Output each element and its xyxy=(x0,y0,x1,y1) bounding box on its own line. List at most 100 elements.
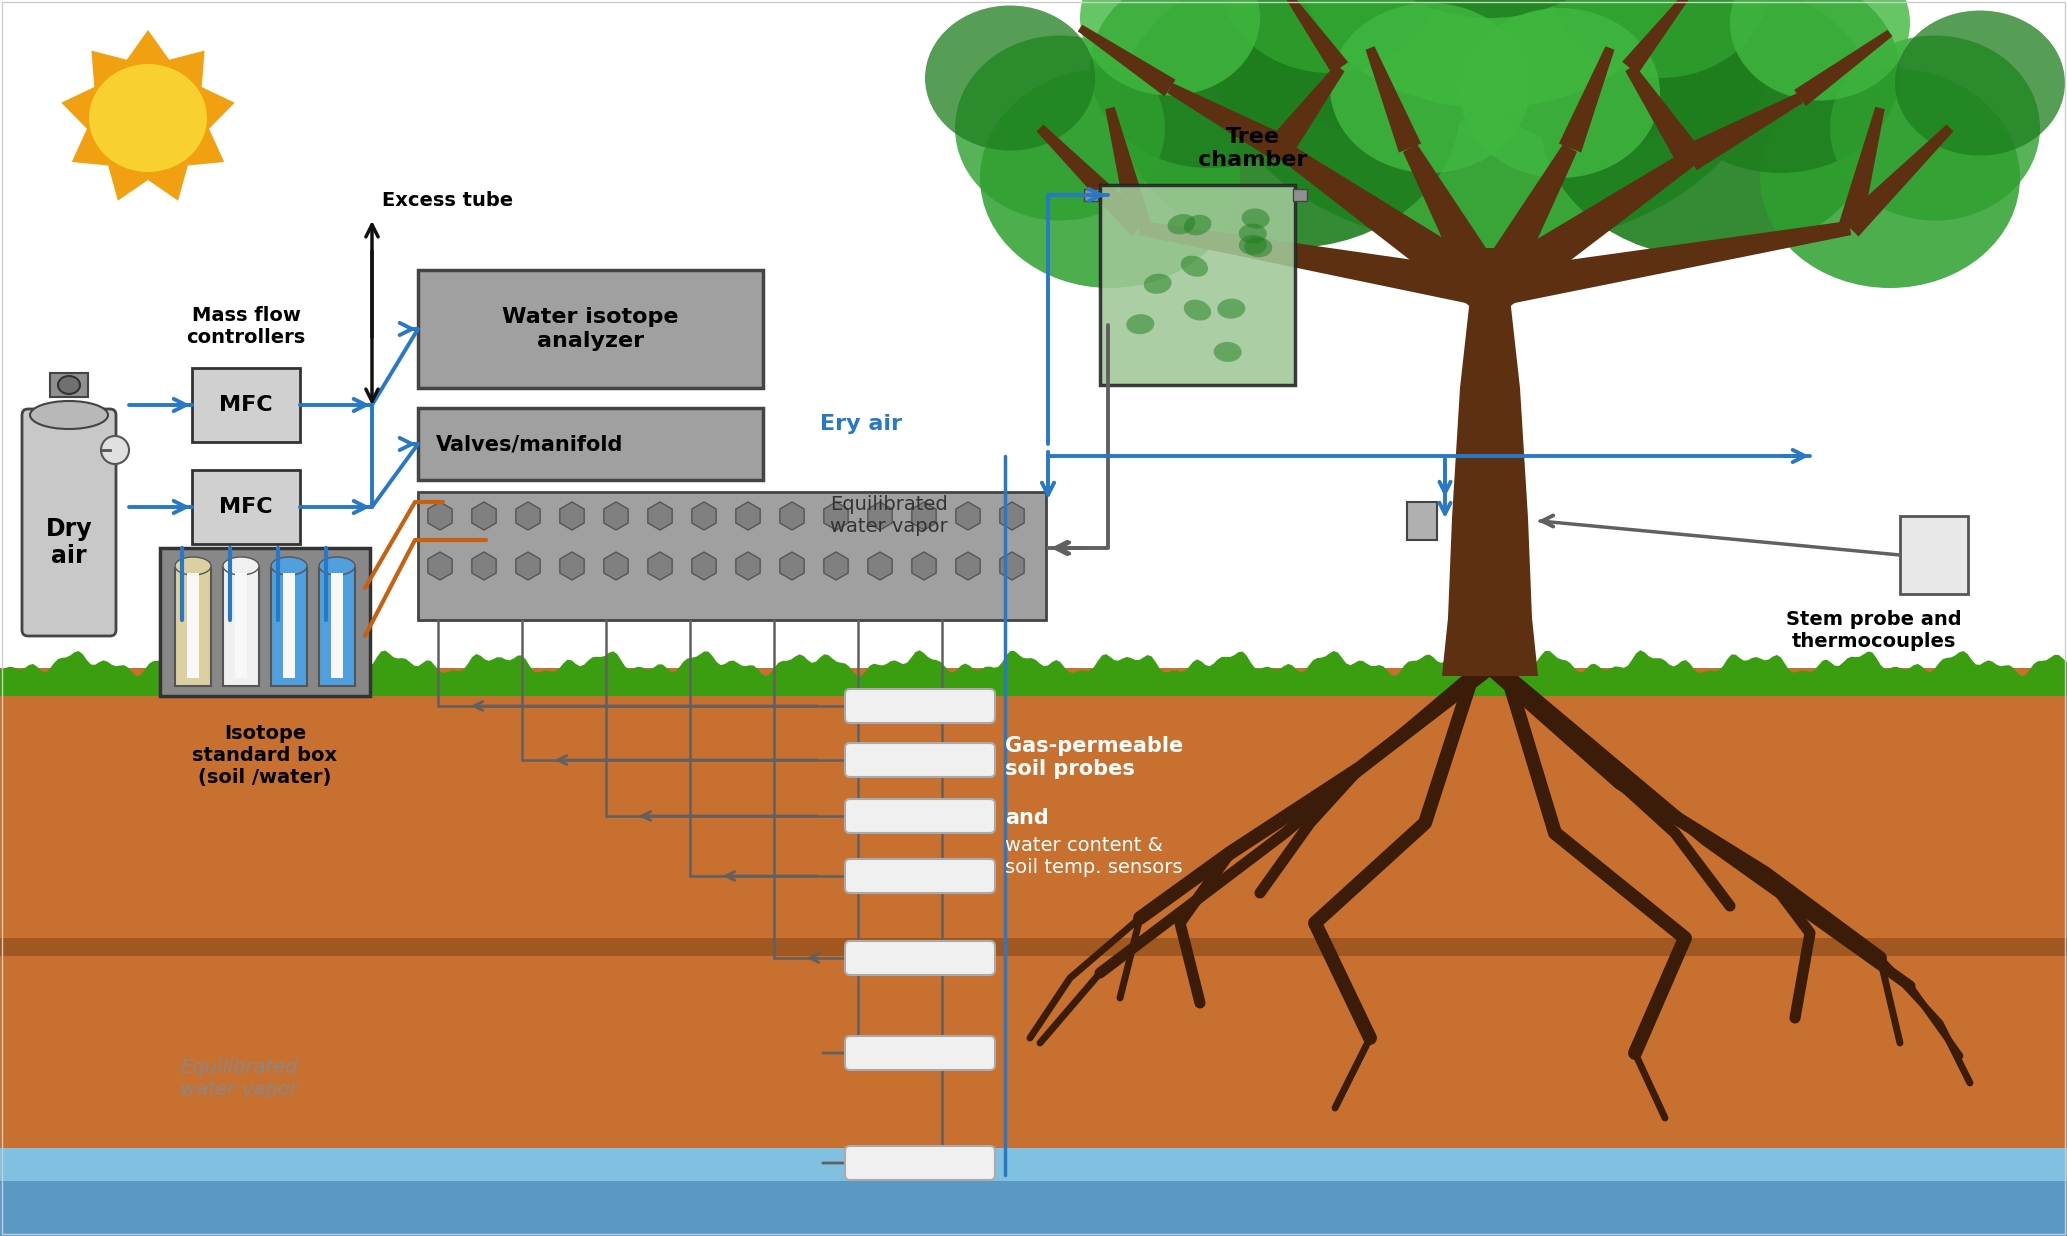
Ellipse shape xyxy=(1459,7,1660,178)
Ellipse shape xyxy=(1127,314,1153,334)
Polygon shape xyxy=(0,650,2067,696)
Polygon shape xyxy=(1106,106,1151,231)
Ellipse shape xyxy=(1184,299,1211,320)
Bar xyxy=(50,373,89,397)
Text: Gas-permeable
soil probes: Gas-permeable soil probes xyxy=(1005,735,1182,802)
Ellipse shape xyxy=(1238,224,1267,243)
Ellipse shape xyxy=(89,64,207,172)
Polygon shape xyxy=(1038,125,1149,236)
Ellipse shape xyxy=(271,557,308,575)
Bar xyxy=(176,569,211,686)
Ellipse shape xyxy=(1184,215,1211,235)
Bar xyxy=(418,492,1046,620)
Ellipse shape xyxy=(1238,235,1267,255)
Bar xyxy=(236,574,246,679)
Polygon shape xyxy=(1275,141,1494,307)
Polygon shape xyxy=(1366,46,1422,152)
Polygon shape xyxy=(1486,151,1695,307)
Ellipse shape xyxy=(58,376,81,394)
FancyBboxPatch shape xyxy=(845,688,994,723)
Ellipse shape xyxy=(1660,0,1900,173)
Bar xyxy=(271,569,308,686)
Text: Mass flow
controllers: Mass flow controllers xyxy=(186,305,306,346)
FancyBboxPatch shape xyxy=(23,409,116,637)
Ellipse shape xyxy=(1079,0,1261,95)
Polygon shape xyxy=(1269,64,1344,157)
Ellipse shape xyxy=(1213,342,1242,362)
Ellipse shape xyxy=(1180,256,1207,277)
Ellipse shape xyxy=(1089,0,1329,168)
Text: MFC: MFC xyxy=(219,497,273,517)
Bar xyxy=(159,548,370,696)
Ellipse shape xyxy=(1540,0,1881,258)
Ellipse shape xyxy=(1329,2,1530,173)
Ellipse shape xyxy=(318,557,356,575)
Text: Isotope
standard box
(soil /water): Isotope standard box (soil /water) xyxy=(192,724,337,787)
Ellipse shape xyxy=(955,36,1166,220)
Text: and: and xyxy=(1005,808,1048,828)
Ellipse shape xyxy=(926,5,1096,151)
Polygon shape xyxy=(1842,125,1953,236)
Polygon shape xyxy=(62,30,236,200)
Ellipse shape xyxy=(1459,0,1740,148)
Polygon shape xyxy=(1559,46,1614,152)
Text: Equilibrated
water vapor: Equilibrated water vapor xyxy=(180,1058,298,1099)
Ellipse shape xyxy=(1244,237,1273,257)
Polygon shape xyxy=(1494,221,1852,305)
Ellipse shape xyxy=(1242,209,1269,229)
FancyBboxPatch shape xyxy=(845,1036,994,1070)
Polygon shape xyxy=(1403,145,1499,288)
Bar xyxy=(192,368,300,442)
Polygon shape xyxy=(1683,93,1802,171)
Bar xyxy=(1294,189,1306,201)
Polygon shape xyxy=(1838,106,1885,231)
Bar xyxy=(418,408,763,480)
Ellipse shape xyxy=(1895,10,2065,156)
FancyBboxPatch shape xyxy=(845,941,994,975)
Ellipse shape xyxy=(1251,0,1530,138)
Text: Water isotope
analyzer: Water isotope analyzer xyxy=(502,308,678,351)
Ellipse shape xyxy=(1730,0,1910,100)
Ellipse shape xyxy=(1759,68,2019,288)
Polygon shape xyxy=(1139,221,1484,305)
Text: Stem probe and
thermocouples: Stem probe and thermocouples xyxy=(1786,611,1962,651)
Ellipse shape xyxy=(223,557,258,575)
Ellipse shape xyxy=(1168,214,1195,235)
Ellipse shape xyxy=(1300,0,1680,108)
Polygon shape xyxy=(1625,66,1701,166)
Bar xyxy=(331,574,343,679)
Ellipse shape xyxy=(980,68,1240,288)
FancyBboxPatch shape xyxy=(845,1146,994,1180)
Polygon shape xyxy=(1168,83,1286,161)
Ellipse shape xyxy=(1829,36,2040,220)
Text: Ery air: Ery air xyxy=(821,414,901,434)
Text: Excess tube: Excess tube xyxy=(382,192,513,210)
Polygon shape xyxy=(1077,25,1176,96)
Polygon shape xyxy=(1288,0,1348,74)
Text: Valves/manifold: Valves/manifold xyxy=(436,434,624,454)
Text: Tree
chamber: Tree chamber xyxy=(1197,127,1306,171)
Ellipse shape xyxy=(1217,299,1244,319)
Ellipse shape xyxy=(31,400,107,429)
Bar xyxy=(192,470,300,544)
FancyBboxPatch shape xyxy=(845,743,994,777)
Bar xyxy=(418,269,763,388)
Polygon shape xyxy=(1623,0,1689,74)
Circle shape xyxy=(101,436,128,464)
Ellipse shape xyxy=(1143,273,1172,294)
Bar xyxy=(283,574,296,679)
Text: water content &
soil temp. sensors: water content & soil temp. sensors xyxy=(1005,836,1182,878)
FancyBboxPatch shape xyxy=(845,859,994,892)
Ellipse shape xyxy=(1350,0,1631,19)
Bar xyxy=(318,569,356,686)
Text: Dry
air: Dry air xyxy=(45,517,93,569)
Bar xyxy=(1900,515,1968,595)
Bar xyxy=(1100,185,1296,384)
Bar xyxy=(186,574,198,679)
Bar xyxy=(223,569,258,686)
Ellipse shape xyxy=(1120,0,1459,248)
Bar xyxy=(0,938,2067,955)
Ellipse shape xyxy=(1220,0,1441,73)
Polygon shape xyxy=(1443,248,1538,676)
Ellipse shape xyxy=(1550,0,1769,78)
